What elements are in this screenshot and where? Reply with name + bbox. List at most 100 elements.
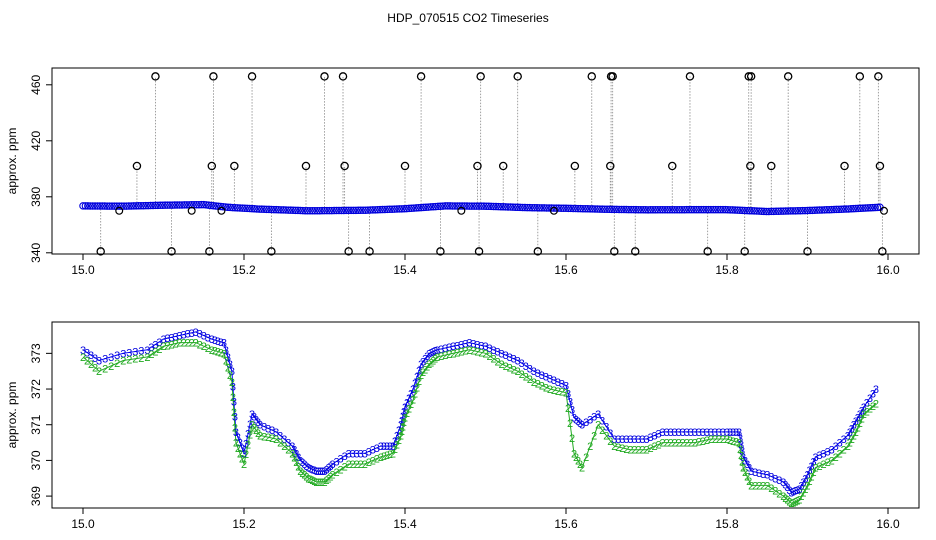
marker-3: 3 — [523, 361, 529, 373]
marker-2: 2 — [833, 452, 839, 464]
marker-2: 2 — [438, 351, 444, 363]
baseline-point — [859, 204, 867, 212]
spike-point-high — [247, 72, 257, 81]
baseline-point — [279, 206, 288, 214]
marker-2: 2 — [802, 484, 808, 496]
marker-2: 2 — [531, 377, 537, 389]
marker-3: 3 — [511, 354, 517, 366]
marker-2: 2 — [864, 406, 870, 418]
baseline-point — [81, 202, 90, 210]
marker-2: 2 — [408, 399, 414, 411]
marker-3: 3 — [218, 337, 224, 349]
marker-2: 2 — [346, 459, 352, 471]
baseline-point — [443, 202, 452, 210]
marker-3: 3 — [825, 446, 831, 458]
spike-point-mid — [400, 161, 410, 171]
y-axis-label: approx. ppm — [5, 128, 19, 195]
baseline-point — [559, 204, 568, 212]
baseline-point — [622, 205, 631, 214]
marker-2: 2 — [84, 355, 90, 367]
marker-3: 3 — [861, 402, 867, 414]
marker-2: 2 — [859, 413, 865, 425]
baseline-point — [711, 205, 720, 214]
marker-3: 3 — [315, 466, 321, 478]
marker-3: 3 — [870, 388, 876, 400]
spike-point-high — [416, 72, 426, 81]
baseline-point — [521, 203, 529, 212]
marker-2: 2 — [434, 352, 440, 364]
marker-2: 2 — [798, 491, 804, 503]
baseline-point — [687, 205, 696, 214]
baseline-point — [484, 202, 493, 211]
marker-2: 2 — [221, 348, 227, 360]
baseline-point — [419, 203, 428, 212]
baseline-point — [530, 203, 539, 212]
baseline-point — [576, 204, 585, 213]
baseline-point — [335, 206, 343, 215]
marker-3: 3 — [231, 397, 237, 409]
y-tick-label: 340 — [29, 242, 43, 262]
marker-2: 2 — [126, 355, 132, 367]
baseline-point — [719, 205, 727, 214]
baseline-point — [726, 206, 734, 214]
x-tick-label: 15.6 — [554, 263, 578, 277]
marker-3: 3 — [857, 409, 863, 421]
marker-2: 2 — [696, 437, 702, 449]
baseline-point — [88, 202, 97, 210]
marker-3: 3 — [412, 378, 418, 390]
spike-point-low — [878, 247, 887, 256]
marker-3: 3 — [794, 485, 800, 497]
marker-3: 3 — [277, 430, 283, 442]
marker-3: 3 — [631, 434, 637, 446]
marker-3: 3 — [168, 332, 174, 344]
marker-3: 3 — [404, 397, 410, 409]
marker-2: 2 — [299, 468, 305, 480]
baseline-point — [347, 206, 355, 215]
marker-3: 3 — [768, 471, 774, 483]
baseline-point — [417, 203, 425, 212]
baseline-point — [868, 203, 877, 212]
baseline-point — [376, 205, 384, 214]
marker-2: 2 — [412, 388, 418, 400]
marker-3: 3 — [215, 336, 221, 348]
baseline-point — [332, 206, 341, 215]
marker-2: 2 — [712, 434, 718, 446]
marker-3: 3 — [752, 467, 758, 479]
marker-3: 3 — [221, 338, 227, 350]
marker-2: 2 — [446, 349, 452, 361]
baseline-point — [458, 202, 466, 210]
spike-point-low — [267, 247, 276, 256]
marker-2: 2 — [664, 438, 670, 450]
marker-3: 3 — [96, 355, 102, 367]
spike-point-low — [436, 247, 445, 256]
baseline-point — [511, 203, 520, 211]
marker-2: 2 — [627, 445, 633, 457]
marker-3: 3 — [237, 438, 243, 450]
marker-2: 2 — [764, 480, 770, 492]
data-points — [79, 72, 888, 256]
marker-2: 2 — [716, 434, 722, 446]
marker-3: 3 — [398, 420, 404, 432]
baseline-point — [178, 201, 186, 209]
baseline-point — [381, 205, 389, 214]
baseline-point — [680, 205, 689, 214]
baseline-point — [518, 203, 527, 212]
baseline-point — [721, 205, 730, 214]
marker-3: 3 — [559, 379, 565, 391]
baseline-point — [354, 206, 363, 215]
marker-2: 2 — [420, 367, 426, 379]
marker-2: 2 — [374, 454, 380, 466]
baseline-point — [226, 203, 235, 212]
baseline-point — [318, 206, 326, 215]
marker-2: 2 — [539, 380, 545, 392]
baseline-point — [446, 202, 454, 210]
marker-2: 2 — [782, 493, 788, 505]
baseline-point — [504, 203, 512, 211]
marker-2: 2 — [392, 444, 398, 456]
marker-2: 2 — [543, 382, 549, 394]
spike-point-mid — [498, 161, 508, 171]
marker-2: 2 — [676, 438, 682, 450]
marker-3: 3 — [434, 345, 440, 357]
marker-2: 2 — [402, 413, 408, 425]
